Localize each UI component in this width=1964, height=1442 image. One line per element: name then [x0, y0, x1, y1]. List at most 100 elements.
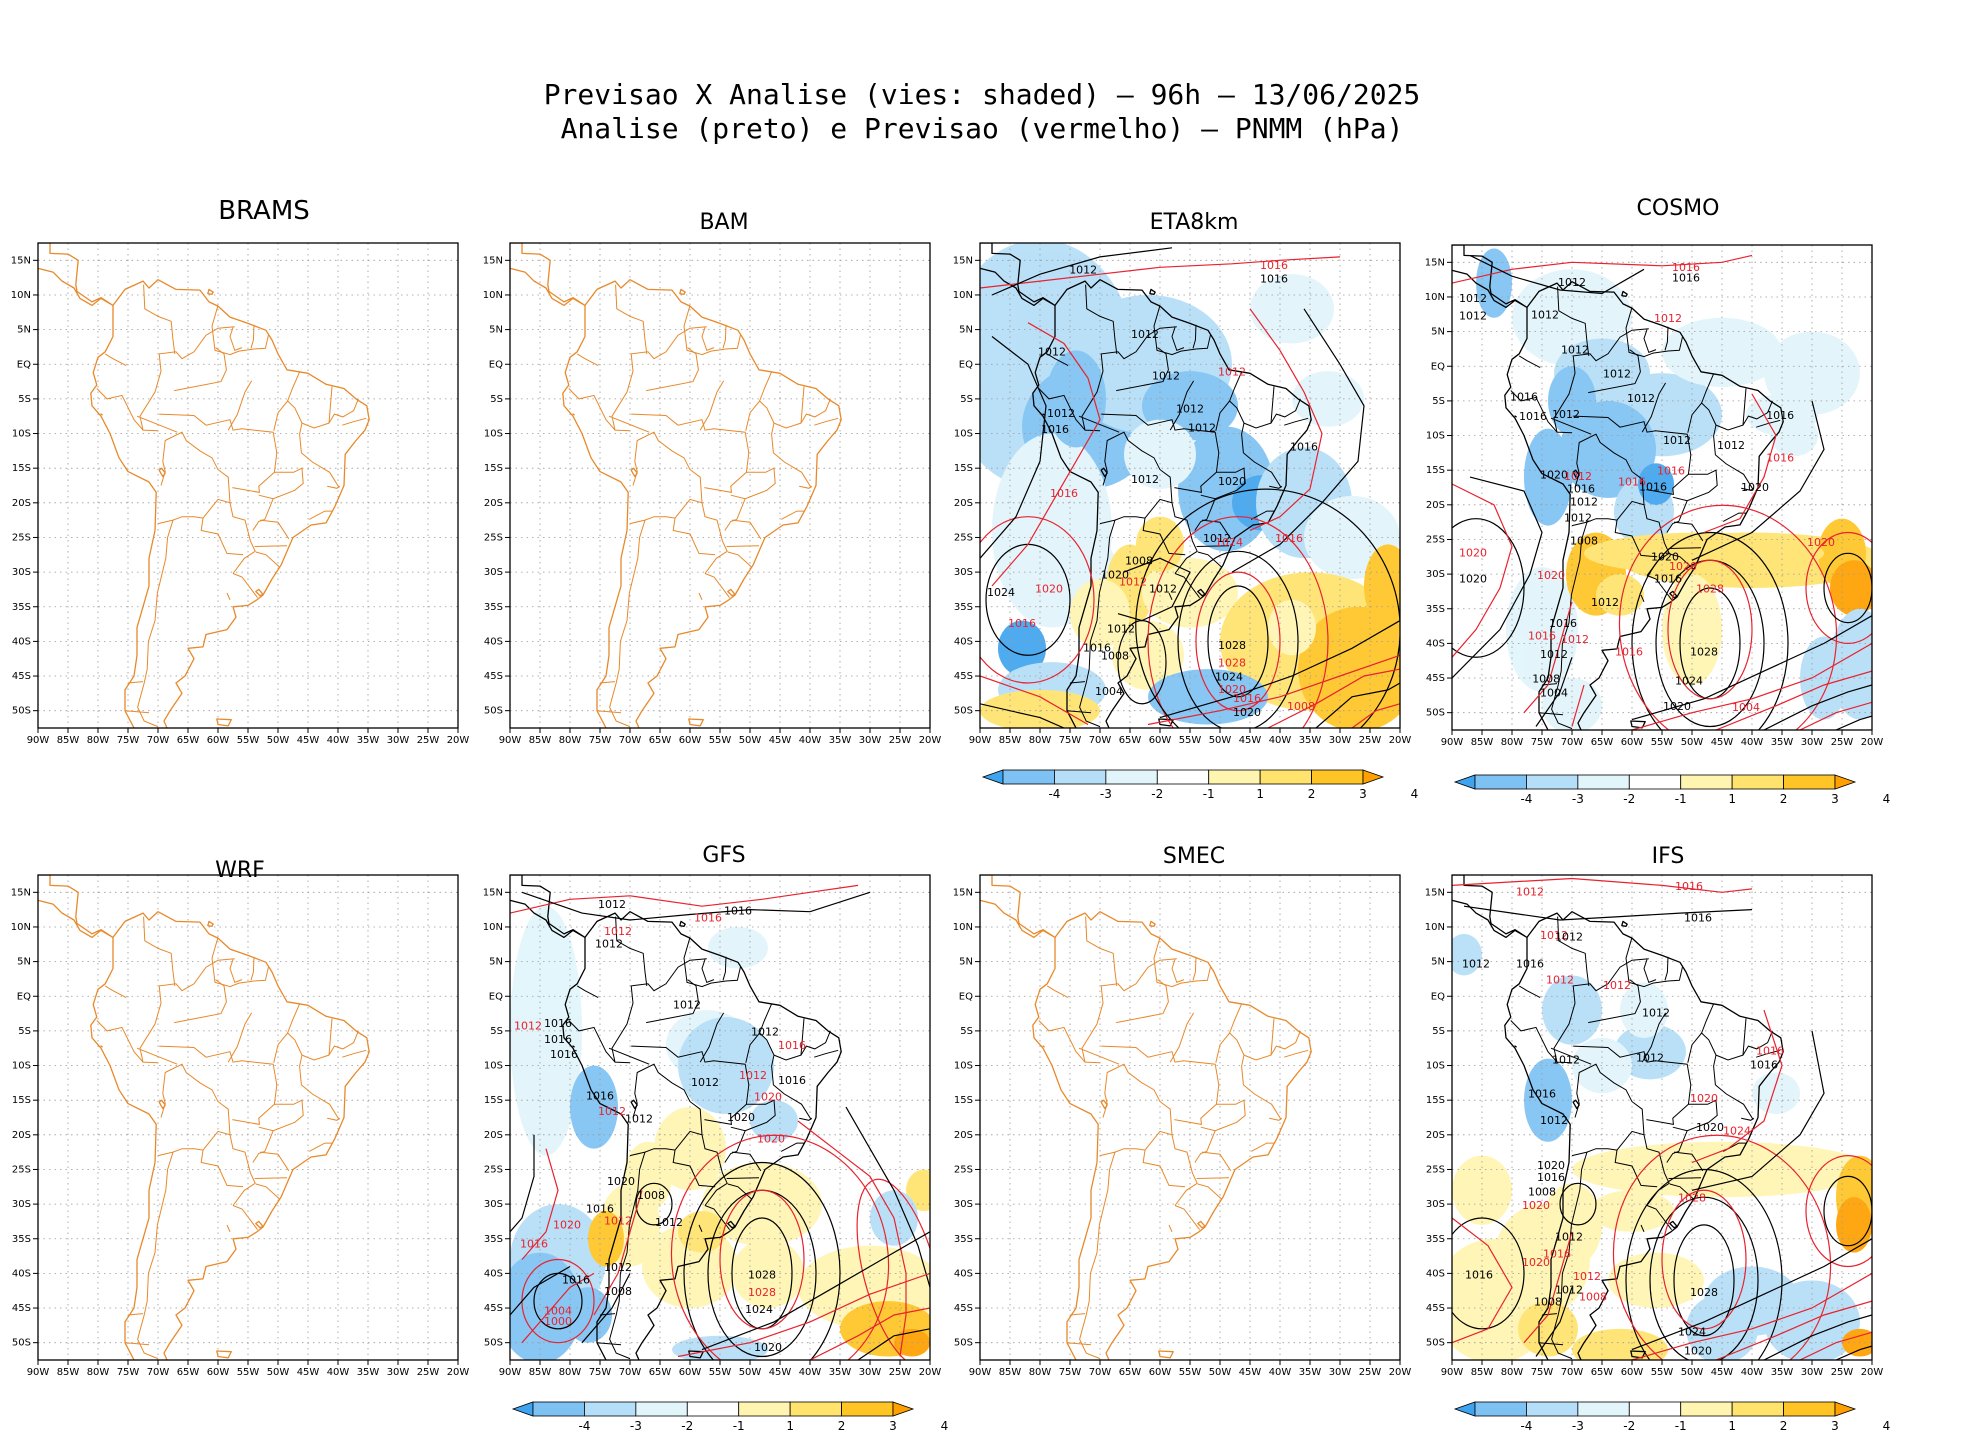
isobar-label: 1028 [748, 1268, 776, 1281]
longitude-tick-label: 55W [237, 1367, 260, 1378]
longitude-tick-label: 45W [1711, 737, 1734, 748]
colorbar-segment [1474, 774, 1527, 790]
colorbar-segment [1474, 1401, 1527, 1417]
colorbar-label: 1 [1728, 1419, 1736, 1433]
isobar-label: 1016 [1567, 483, 1595, 496]
latitude-tick-label: 20S [484, 498, 503, 509]
latitude-tick-label: 45S [12, 1303, 31, 1314]
isobar-label: 1008 [1287, 700, 1315, 713]
colorbar-segment [635, 1401, 688, 1417]
colorbar-segment [1731, 1401, 1784, 1417]
isobar-label: 1012 [514, 1020, 542, 1033]
isobar-label: 1020 [757, 1133, 785, 1146]
isobar-label: 1020 [754, 1090, 782, 1103]
isobar-label: 1012 [1516, 885, 1544, 898]
isobars [1452, 877, 1872, 1360]
longitude-tick-label: 45W [1239, 1367, 1262, 1378]
latitude-tick-label: 15S [1426, 465, 1445, 476]
isobar-label: 1020 [1101, 569, 1129, 582]
longitude-tick-label: 70W [1561, 1367, 1584, 1378]
colorbar-segment [1453, 1401, 1476, 1417]
longitude-tick-label: 35W [1299, 1367, 1322, 1378]
latitude-tick-label: 25S [12, 532, 31, 543]
latitude-tick-label: 45S [954, 671, 973, 682]
isobar-label: 1024 [1723, 1124, 1751, 1137]
colorbar-gfs: -4 -3 -2 -1 1 2 3 4 [511, 1401, 948, 1433]
colorbar-segment [1453, 774, 1476, 790]
isobar-label: 1012 [1462, 957, 1490, 970]
colorbar-ifs: -4 -3 -2 -1 1 2 3 4 [1453, 1401, 1890, 1433]
longitude-tick-label: 80W [1501, 1367, 1524, 1378]
colorbar-label: 4 [941, 1419, 949, 1433]
isobar-label: 1016 [544, 1033, 572, 1046]
isobar-label: 1004 [1732, 701, 1760, 714]
latitude-tick-label: 40S [484, 1268, 503, 1279]
latitude-tick-label: 30S [1426, 1199, 1445, 1210]
isobar-label: 1012 [1642, 1007, 1670, 1020]
colorbar-label: -4 [1520, 792, 1532, 806]
colorbar-label: -1 [733, 1419, 745, 1433]
longitude-axis: 90W 85W 80W 75W 70W 65W 60W 55W 50W 45W 40W 35W 30W 2… [27, 1360, 469, 1378]
isobar-label: 1020 [1459, 546, 1487, 559]
latitude-tick-label: EQ [489, 991, 503, 1002]
isobar-label: 1012 [1131, 473, 1159, 486]
latitude-tick-label: 40S [1426, 1268, 1445, 1279]
isobar-label: 1012 [625, 1113, 653, 1126]
graticule [38, 243, 458, 728]
latitude-tick-label: 15S [12, 463, 31, 474]
longitude-tick-label: 30W [859, 1367, 882, 1378]
longitude-tick-label: 25W [417, 735, 440, 746]
isobar-label: 1016 [586, 1090, 614, 1103]
longitude-tick-label: 70W [147, 735, 170, 746]
isobar-label: 1012 [1069, 264, 1097, 277]
coastline [980, 875, 1312, 1360]
isobar-label: 1008 [1534, 1295, 1562, 1308]
colorbar-segment [1680, 774, 1733, 790]
longitude-tick-label: 35W [1771, 1367, 1794, 1378]
map-smec: 15N 10N 5N EQ 5S 10S 15S 20S 25S 30S 35S 40S 45S 50S 9… [953, 874, 1411, 1378]
colorbar-segment [841, 1401, 894, 1417]
longitude-tick-label: 60W [207, 1367, 230, 1378]
figure-title-line2: Analise (preto) e Previsao (vermelho) – … [560, 112, 1404, 145]
latitude-tick-label: 10N [953, 922, 973, 933]
latitude-tick-label: EQ [1431, 991, 1445, 1002]
colorbar-segment [1362, 769, 1385, 785]
latitude-tick-label: 5N [959, 957, 973, 968]
latitude-tick-label: 25S [484, 1164, 503, 1175]
map-wrf: 15N 10N 5N EQ 5S 10S 15S 20S 25S 30S 35S 40S 45S 50S 9… [11, 874, 469, 1378]
longitude-tick-label: 45W [1711, 1367, 1734, 1378]
longitude-tick-label: 20W [1389, 735, 1412, 746]
isobar-label: 1012 [1564, 470, 1592, 483]
coastline [1452, 245, 1784, 730]
longitude-tick-label: 75W [117, 1367, 140, 1378]
isobar-label: 1012 [1654, 312, 1682, 325]
isobar-label: 1016 [1756, 1045, 1784, 1058]
latitude-tick-label: 15S [484, 1095, 503, 1106]
isobar-label: 1008 [1579, 1291, 1607, 1304]
graticule [38, 875, 458, 1360]
longitude-tick-label: 70W [1089, 735, 1112, 746]
longitude-tick-label: 70W [619, 735, 642, 746]
isobar-label: 1012 [1663, 434, 1691, 447]
colorbar-label: -3 [1100, 787, 1112, 801]
isobar-label: 1012 [598, 1105, 626, 1118]
longitude-tick-label: 40W [327, 735, 350, 746]
latitude-tick-label: 15S [954, 463, 973, 474]
isobar-label: 1016 [1510, 390, 1538, 403]
isobar-label: 1012 [604, 1261, 632, 1274]
latitude-tick-label: 10N [1425, 922, 1445, 933]
isobar-label: 1012 [1459, 292, 1487, 305]
isobar-label: 1016 [1675, 880, 1703, 893]
latitude-tick-label: 35S [484, 1234, 503, 1245]
longitude-tick-label: 55W [1179, 1367, 1202, 1378]
latitude-tick-label: 15N [1425, 257, 1445, 268]
isobar-label: 1016 [1290, 440, 1318, 453]
coastline [38, 875, 370, 1360]
isobar-label: 1012 [1573, 1270, 1601, 1283]
isobar-label: 1004 [544, 1305, 572, 1318]
isobar-label: 1016 [586, 1203, 614, 1216]
colorbar-segment [981, 769, 1004, 785]
latitude-tick-label: 35S [1426, 1234, 1445, 1245]
longitude-tick-label: 75W [1059, 735, 1082, 746]
panel-title-cosmo: COSMO [1636, 196, 1720, 221]
